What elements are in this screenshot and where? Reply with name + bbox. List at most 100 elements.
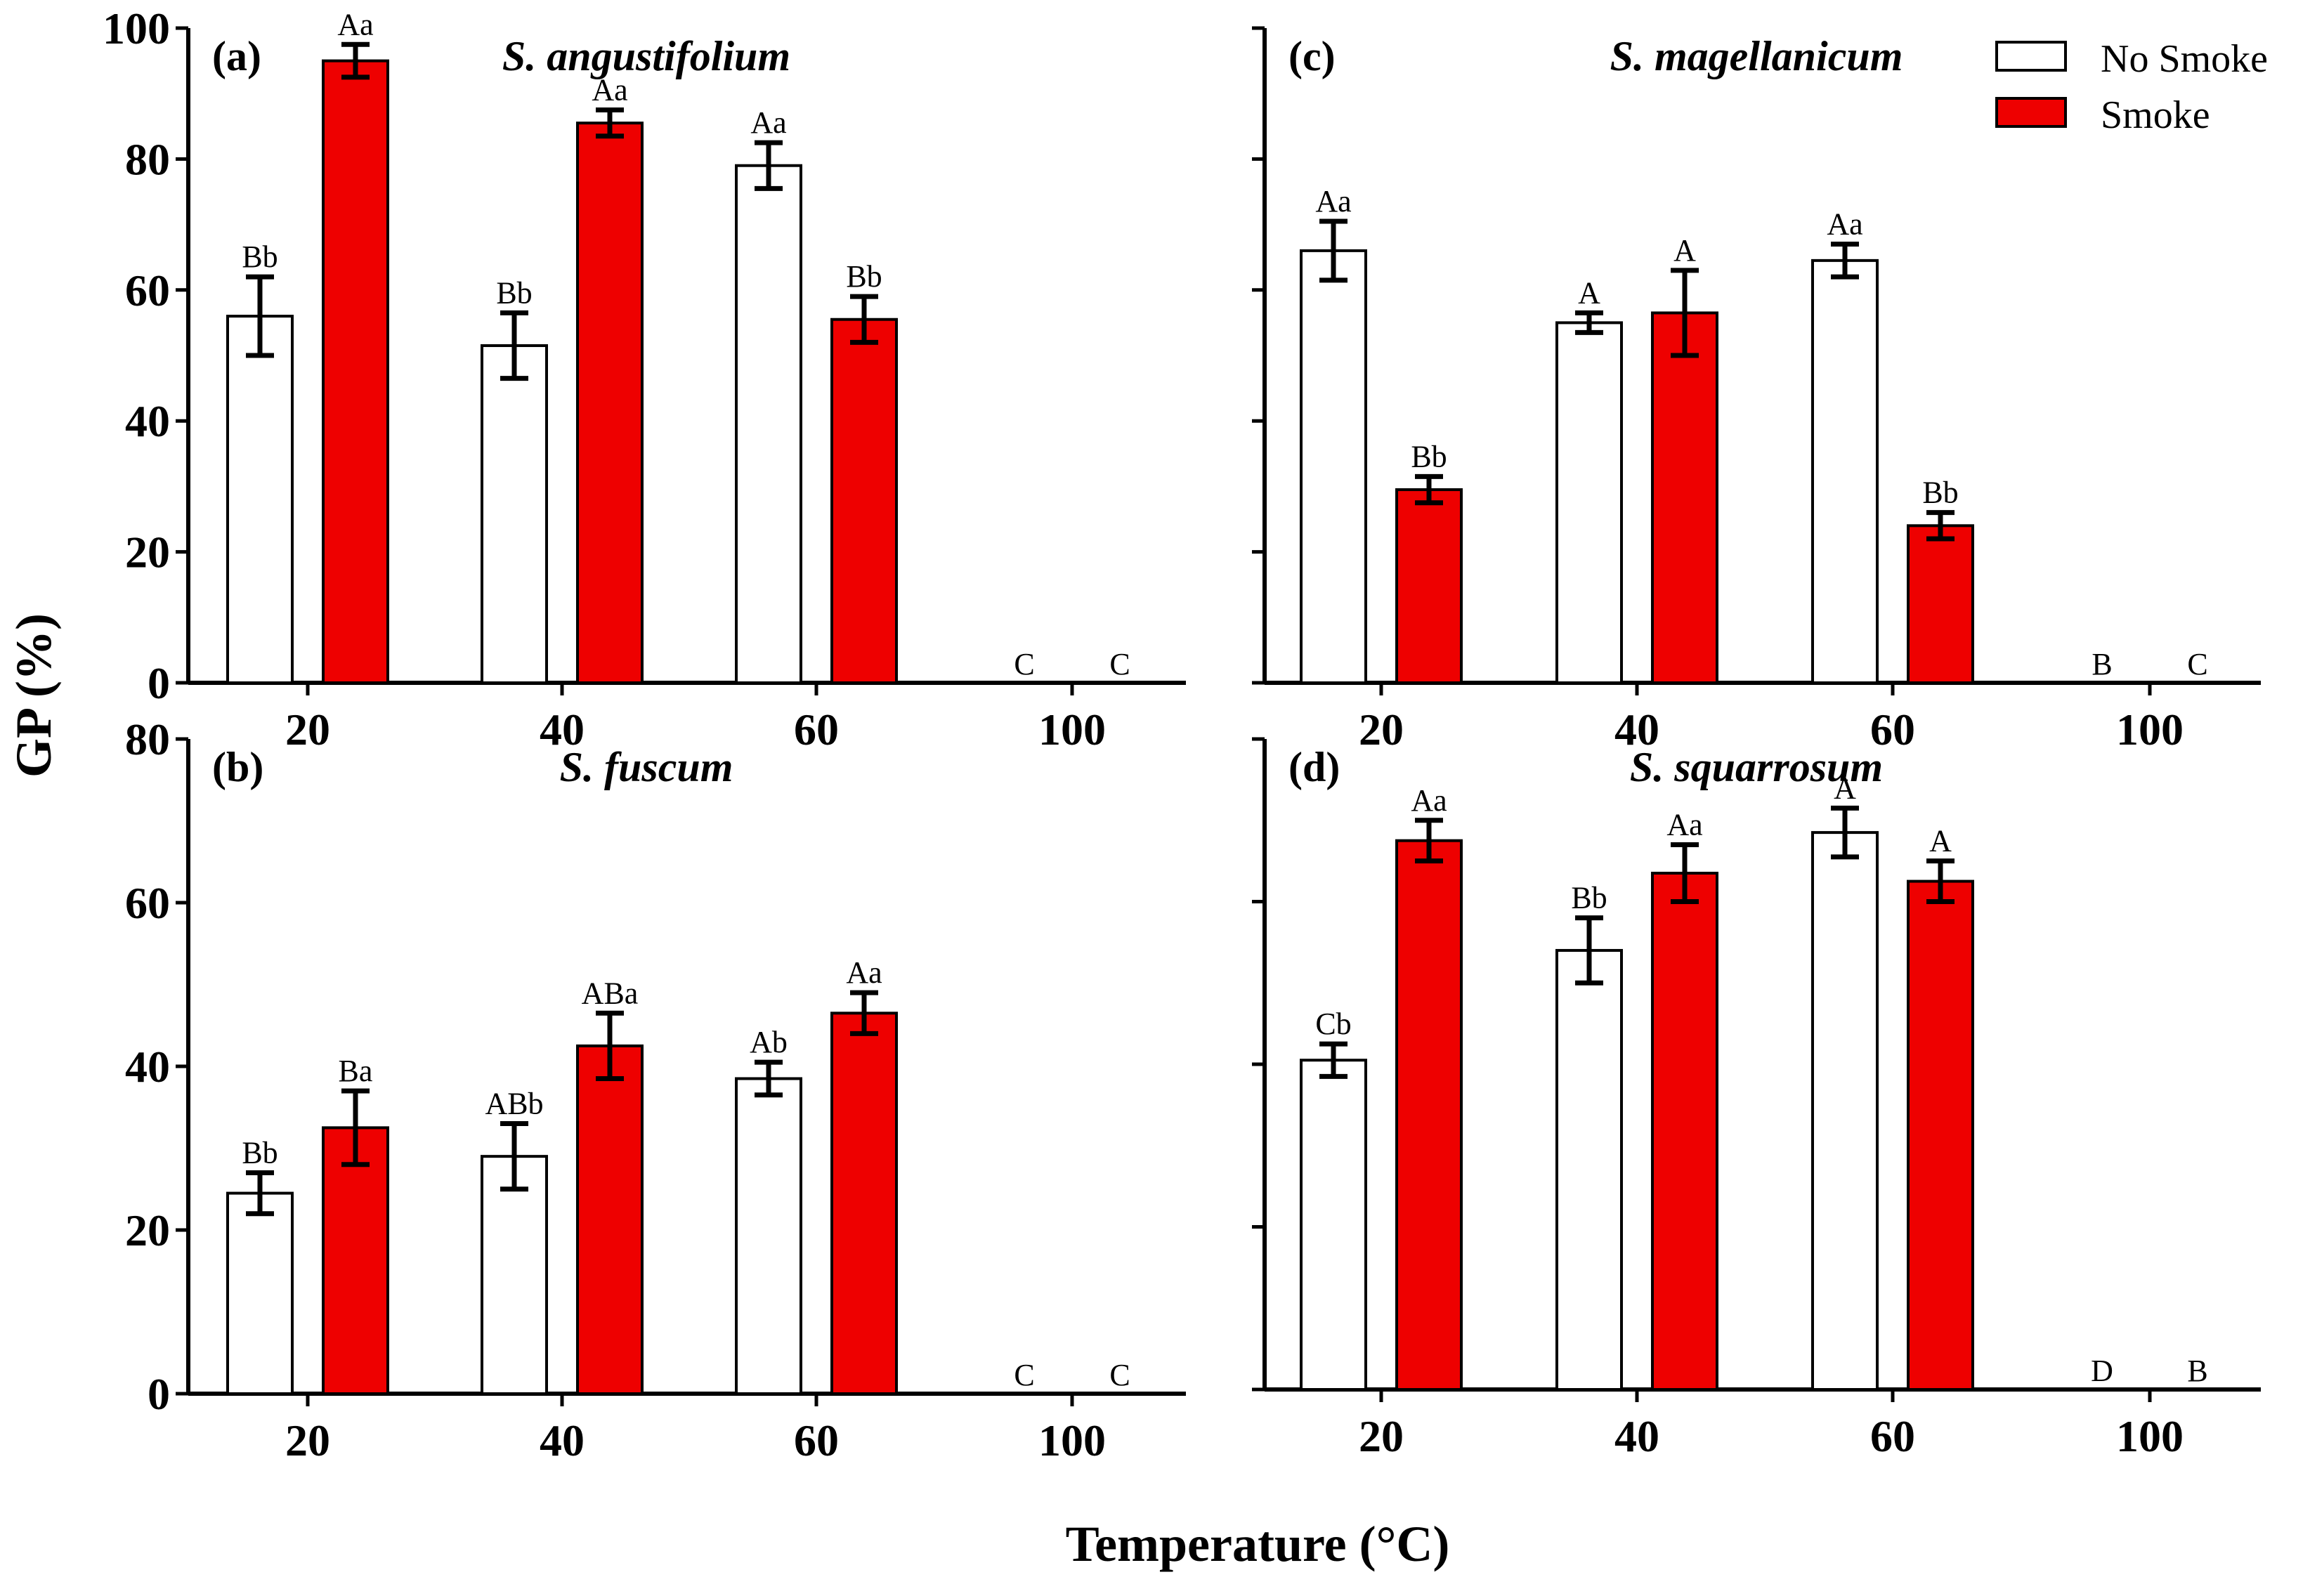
y-tick-label: 80 bbox=[125, 714, 170, 764]
significance-label: A bbox=[1578, 275, 1600, 310]
x-tick-label: 40 bbox=[1614, 705, 1659, 754]
bar-no-smoke-40 bbox=[1555, 948, 1623, 1391]
bar-no-smoke-20 bbox=[226, 1191, 294, 1395]
x-tick-label: 60 bbox=[794, 1415, 839, 1465]
legend-label-no-smoke: No Smoke bbox=[2101, 37, 2268, 81]
x-tick-label: 40 bbox=[540, 1415, 585, 1465]
significance-label: Aa bbox=[750, 105, 786, 140]
x-tick-label: 100 bbox=[1038, 1415, 1106, 1465]
significance-label: C bbox=[2187, 647, 2207, 681]
x-tick-label: 40 bbox=[540, 705, 585, 754]
bar-smoke-20 bbox=[322, 1126, 389, 1395]
significance-label: Aa bbox=[846, 955, 882, 990]
y-axis-title: GP (%) bbox=[6, 613, 62, 778]
y-tick-label: 60 bbox=[125, 878, 170, 928]
significance-label: B bbox=[2187, 1354, 2207, 1388]
significance-label: Aa bbox=[1315, 184, 1351, 218]
significance-label: Aa bbox=[1411, 783, 1447, 818]
chart-panel-a: 0 20 40 60 80 100 20 40 60 100 (a) S. angustifolium… bbox=[103, 4, 1186, 754]
y-tick-label: 100 bbox=[103, 4, 170, 53]
panel-label: (d) bbox=[1288, 744, 1340, 790]
bar-no-smoke-60 bbox=[1811, 831, 1879, 1392]
chart-panels: 0 20 40 60 80 100 20 40 60 100 (a) S. angustifolium… bbox=[103, 4, 2261, 1465]
x-tick-label: 40 bbox=[1614, 1411, 1659, 1461]
bar-no-smoke-40 bbox=[481, 344, 548, 684]
panel-title: S. fuscum bbox=[560, 744, 733, 790]
chart-panel-d: 20 40 60 100 (d) S. squarrosum Cb Bb A D Aa Aa A B bbox=[1252, 737, 2261, 1461]
significance-label: Aa bbox=[592, 73, 627, 107]
significance-label: ABb bbox=[485, 1087, 543, 1121]
significance-label: Bb bbox=[1922, 476, 1958, 510]
panel-label: (c) bbox=[1288, 33, 1336, 79]
significance-label: A bbox=[1929, 824, 1952, 858]
panel-title: S. magellanicum bbox=[1610, 33, 1903, 79]
x-tick-label: 60 bbox=[1870, 1411, 1915, 1461]
bar-no-smoke-20 bbox=[226, 315, 294, 684]
significance-label: Aa bbox=[1827, 207, 1862, 242]
x-tick-label: 20 bbox=[1359, 705, 1404, 754]
x-tick-label: 20 bbox=[285, 705, 330, 754]
y-tick-label: 80 bbox=[125, 134, 170, 184]
bar-smoke-40 bbox=[1651, 311, 1718, 685]
y-tick-label: 0 bbox=[148, 658, 170, 708]
significance-label: Bb bbox=[242, 1135, 278, 1170]
x-tick-label: 20 bbox=[285, 1415, 330, 1465]
bar-no-smoke-60 bbox=[735, 1077, 802, 1395]
y-tick-label: 40 bbox=[125, 1042, 170, 1092]
significance-label: Aa bbox=[1666, 807, 1702, 842]
x-tick-label: 60 bbox=[794, 705, 839, 754]
significance-label: A bbox=[1834, 771, 1856, 805]
y-tick-label: 0 bbox=[148, 1369, 170, 1419]
significance-label: C bbox=[1109, 1358, 1130, 1392]
x-tick-label: 100 bbox=[2116, 1411, 2184, 1461]
bar-smoke-60 bbox=[830, 318, 898, 684]
significance-label: Bb bbox=[1411, 439, 1447, 473]
panel-label: (a) bbox=[212, 33, 261, 79]
bar-no-smoke-60 bbox=[735, 164, 802, 685]
significance-label: Bb bbox=[496, 275, 532, 310]
significance-label: C bbox=[1014, 1358, 1034, 1392]
bar-smoke-40 bbox=[576, 122, 644, 684]
legend-swatch-smoke bbox=[1995, 97, 2067, 128]
legend-label-smoke: Smoke bbox=[2101, 93, 2210, 137]
bar-smoke-60 bbox=[830, 1012, 898, 1395]
bar-no-smoke-60 bbox=[1811, 259, 1879, 684]
bar-no-smoke-20 bbox=[1300, 249, 1367, 684]
chart-panel-c: 20 40 60 100 (c) S. magellanicum Aa A Aa B Bb A Bb C bbox=[1252, 26, 2261, 754]
significance-label: Bb bbox=[242, 240, 278, 274]
x-tick-label: 20 bbox=[1359, 1411, 1404, 1461]
significance-label: C bbox=[1014, 647, 1034, 681]
y-tick-label: 40 bbox=[125, 396, 170, 446]
chart-panel-b: 0 20 40 60 80 20 40 60 100 (b) S. fuscum Bb ABb Ab C Ba… bbox=[125, 714, 1186, 1465]
significance-label: Aa bbox=[337, 7, 373, 41]
significance-label: B bbox=[2092, 647, 2112, 681]
x-tick-label: 100 bbox=[1038, 705, 1106, 754]
bar-smoke-20 bbox=[1395, 839, 1463, 1391]
bar-smoke-40 bbox=[1651, 871, 1718, 1392]
bar-smoke-20 bbox=[322, 59, 389, 685]
significance-label: Ba bbox=[339, 1054, 373, 1088]
bar-no-smoke-20 bbox=[1300, 1059, 1367, 1392]
significance-label: Bb bbox=[1571, 881, 1607, 915]
significance-label: Bb bbox=[846, 259, 882, 294]
significance-label: A bbox=[1673, 233, 1696, 268]
y-tick-label: 20 bbox=[125, 528, 170, 577]
x-tick-label: 60 bbox=[1870, 705, 1915, 754]
x-axis-title: Temperature (°C) bbox=[1066, 1516, 1450, 1572]
y-tick-label: 20 bbox=[125, 1205, 170, 1255]
significance-label: D bbox=[2091, 1354, 2113, 1388]
panel-title: S. angustifolium bbox=[502, 33, 790, 79]
significance-label: Ab bbox=[750, 1025, 788, 1059]
significance-label: ABa bbox=[582, 976, 639, 1010]
bar-no-smoke-40 bbox=[1555, 321, 1623, 684]
legend: No Smoke Smoke bbox=[1995, 37, 2268, 137]
bar-smoke-20 bbox=[1395, 488, 1463, 684]
x-tick-label: 100 bbox=[2116, 705, 2184, 754]
panel-label: (b) bbox=[212, 744, 263, 790]
y-tick-label: 60 bbox=[125, 266, 170, 315]
significance-label: C bbox=[1109, 647, 1130, 681]
panel-title: S. squarrosum bbox=[1630, 744, 1883, 790]
bar-no-smoke-40 bbox=[481, 1155, 548, 1396]
legend-swatch-no-smoke bbox=[1995, 41, 2067, 72]
